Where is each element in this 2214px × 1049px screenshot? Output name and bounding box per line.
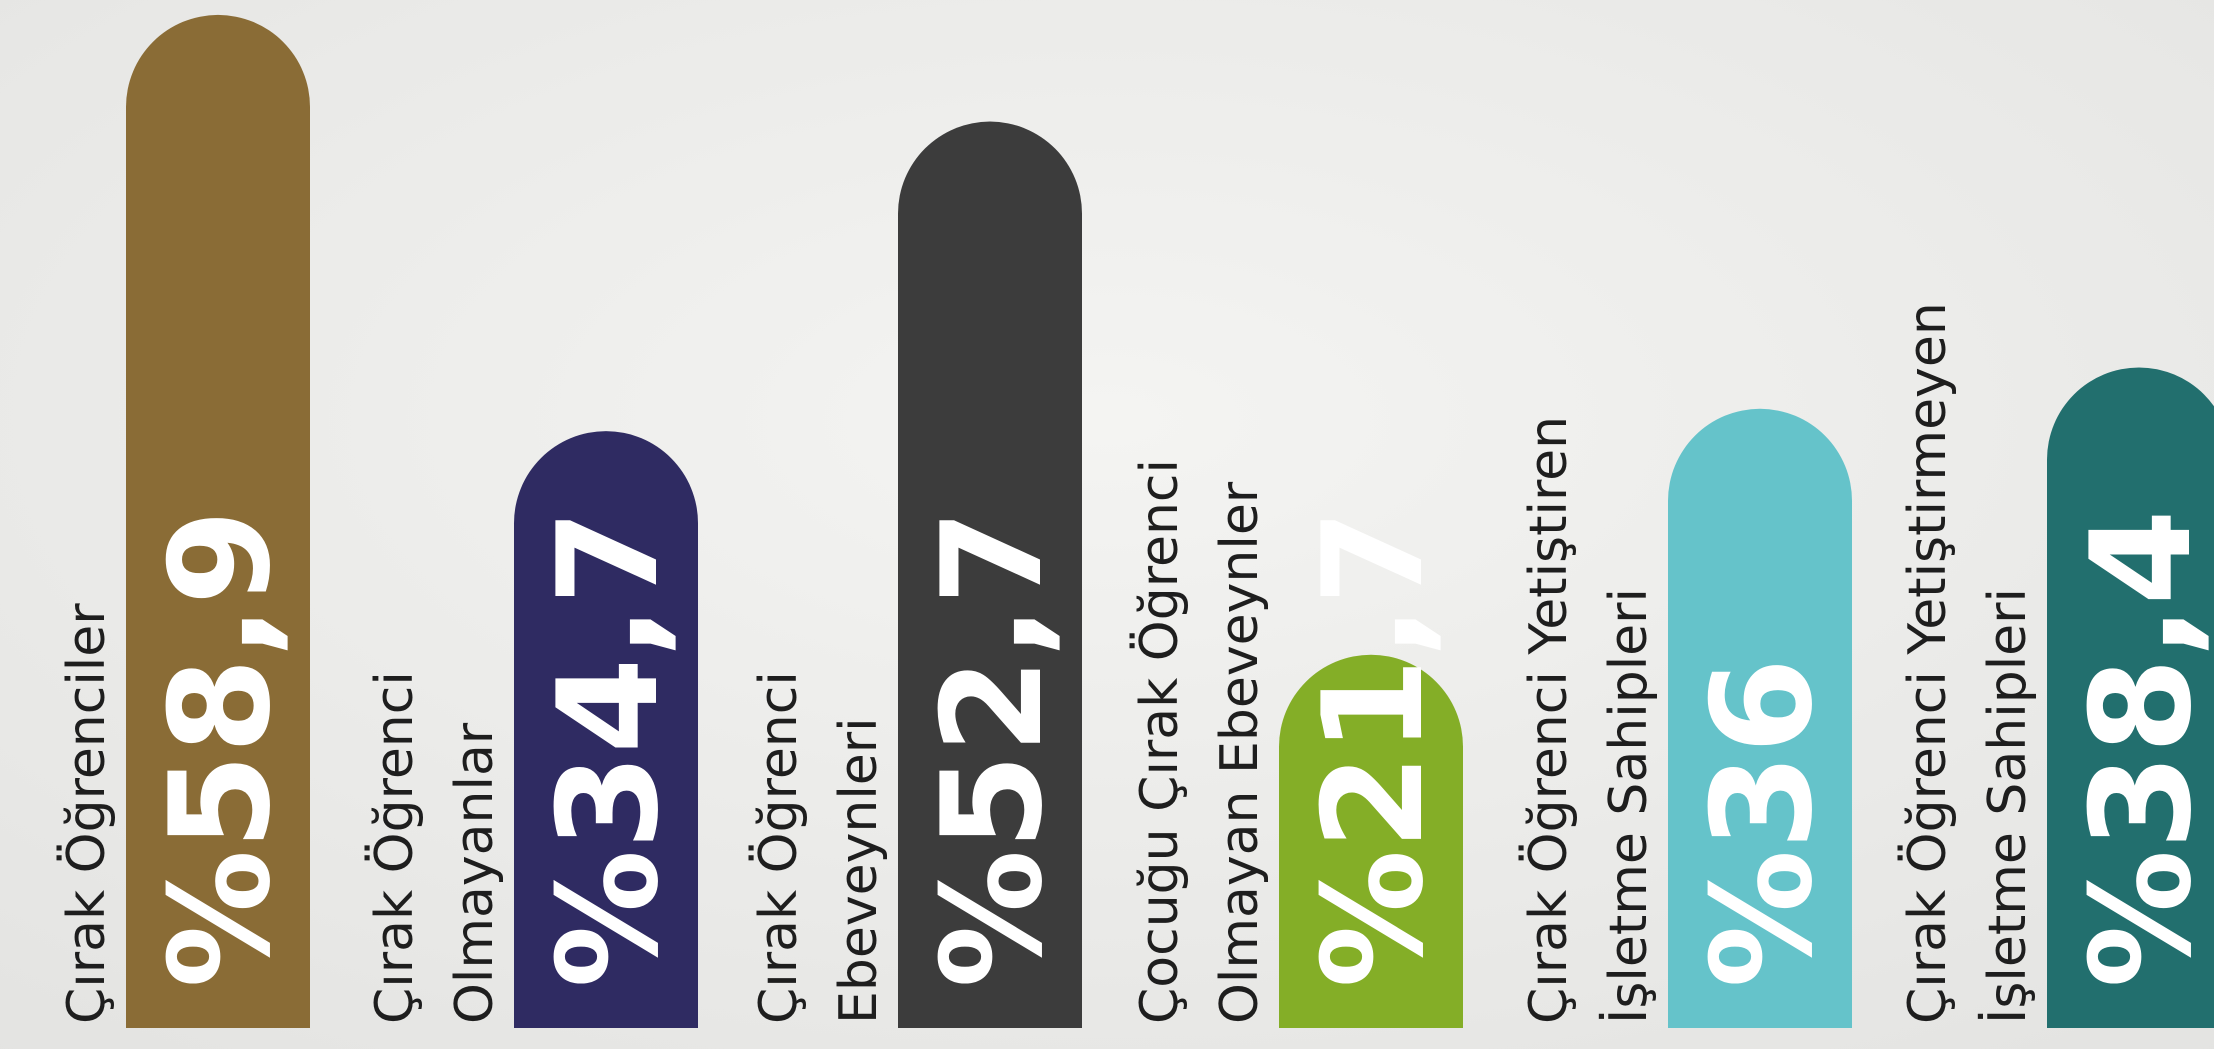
bar [1668,408,1853,1028]
category-label: Olmayan Ebeveynler [1210,481,1270,1024]
category-label: Olmayanlar [445,722,505,1024]
category-label: İşletme Sahipleri [1977,588,2038,1024]
category-label: Çocuğu Çırak Öğrenci [1129,459,1190,1024]
value-label: %34,7 [528,509,689,988]
category-label: Çırak Öğrenci [748,671,809,1024]
category-label: İşletme Sahipleri [1598,588,1659,1024]
category-label: Çırak Öğrenci Yetiştiren [1518,416,1579,1024]
bar [898,121,1082,1028]
value-label: %36 [1682,658,1843,988]
bar [1279,654,1463,1028]
value-label: %58,9 [140,509,301,988]
bar [2047,367,2214,1028]
bar [126,14,310,1029]
category-label: Çırak Öğrenciler [56,603,117,1024]
category-label: Ebeveynleri [829,717,889,1024]
category-label: Çırak Öğrenci [364,671,425,1024]
value-label: %52,7 [912,509,1073,988]
value-label: %38,4 [2061,509,2214,988]
bar [514,431,698,1028]
value-label: %21,7 [1293,509,1454,988]
category-label: Çırak Öğrenci Yetiştirmeyen [1897,302,1958,1024]
